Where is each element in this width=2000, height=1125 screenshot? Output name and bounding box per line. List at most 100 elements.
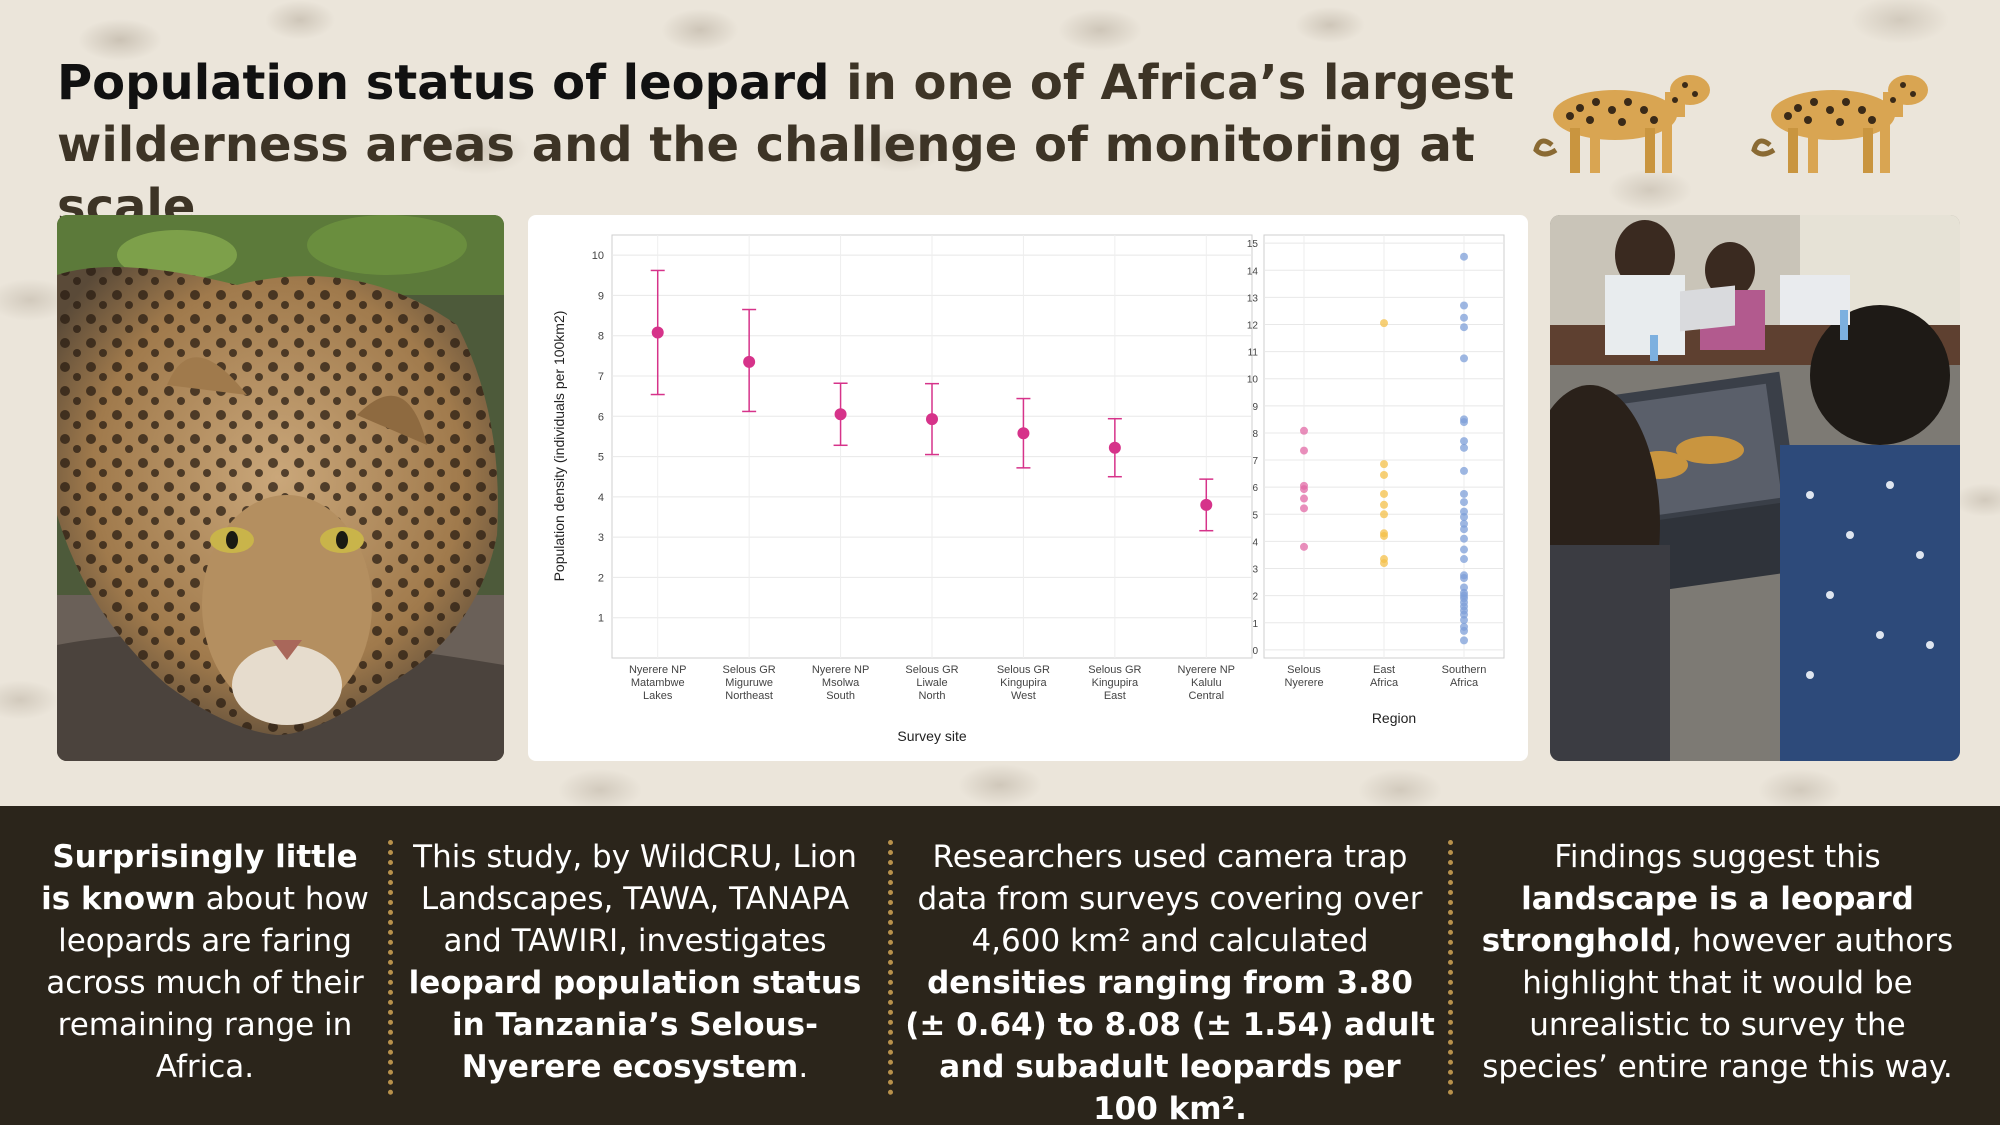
leopard-right-icon [1751, 75, 1928, 173]
density-point [651, 326, 664, 339]
y-tick-label: 2 [1252, 592, 1258, 603]
x-tick-label: Nyerere NP [1178, 664, 1235, 676]
summary-text-segment: . [798, 1049, 809, 1085]
y-tick-label: 14 [1247, 266, 1259, 277]
y-tick-label: 0 [1252, 646, 1258, 657]
summary-text-segment: , however authors highlight that it woul… [1482, 923, 1954, 1085]
region-x-axis-label: Region [1372, 710, 1416, 726]
region-point [1300, 542, 1308, 551]
title-line2: wilderness areas and the challenge of mo… [57, 117, 1475, 235]
summary-column-1: Surprisingly little is known about how l… [40, 836, 370, 1096]
x-tick-label: Nyerere [1284, 677, 1323, 689]
density-point [1017, 427, 1030, 440]
region-point [1460, 323, 1468, 332]
region-point [1460, 534, 1468, 543]
region-point [1380, 500, 1388, 509]
x-tick-label: Miguruwe [725, 677, 773, 689]
x-tick-label: Selous GR [723, 664, 776, 676]
x-tick-label: South [826, 690, 855, 702]
x-tick-label: Liwale [916, 677, 947, 689]
x-tick-label: Selous GR [997, 664, 1050, 676]
region-point [1380, 319, 1388, 328]
region-point [1460, 466, 1468, 475]
y-tick-label: 6 [598, 411, 604, 423]
region-point [1460, 437, 1468, 446]
density-point [1108, 441, 1121, 454]
y-tick-label: 11 [1248, 348, 1259, 359]
site-y-ticks: 1 2 3 4 5 6 7 8 9 10 [592, 250, 604, 625]
region-point [1300, 504, 1308, 513]
leopard-portrait-photo [57, 215, 504, 761]
region-point [1460, 626, 1468, 635]
x-tick-label: Nyerere NP [812, 664, 869, 676]
region-point [1380, 559, 1388, 568]
region-point [1460, 545, 1468, 554]
density-point [1200, 498, 1213, 511]
summary-text-segment: Findings suggest this [1554, 839, 1881, 875]
y-tick-label: 8 [598, 331, 604, 343]
x-tick-label: Selous GR [905, 664, 958, 676]
y-tick-label: 1 [1252, 619, 1258, 630]
y-tick-label: 5 [598, 452, 604, 464]
y-tick-label: 3 [1252, 565, 1258, 576]
researchers-with-laptops-photo [1550, 215, 1960, 761]
region-point [1380, 489, 1388, 498]
x-tick-label: Kalulu [1191, 677, 1222, 689]
region-point [1460, 616, 1468, 625]
column-divider [888, 840, 893, 1095]
y-tick-label: 4 [1252, 537, 1258, 548]
summary-column-2: This study, by WildCRU, Lion Landscapes,… [405, 836, 865, 1096]
region-point [1380, 531, 1388, 540]
x-tick-label: Southern [1442, 664, 1487, 676]
walking-leopards-illustration [1533, 75, 1928, 173]
summary-text-segment: densities ranging from 3.80 (± 0.64) to … [905, 965, 1435, 1125]
summary-text-segment: leopard population status in Tanzania’s … [408, 965, 862, 1085]
summary-band: Surprisingly little is known about how l… [0, 806, 2000, 1125]
summary-text-segment: This study, by WildCRU, Lion Landscapes,… [413, 839, 857, 959]
x-tick-label: East [1373, 664, 1395, 676]
y-tick-label: 6 [1252, 483, 1258, 494]
y-tick-label: 7 [1252, 456, 1258, 467]
x-tick-label: Selous [1287, 664, 1321, 676]
y-tick-label: 1 [598, 613, 604, 625]
density-point [834, 408, 847, 421]
density-point [743, 355, 756, 368]
x-tick-label: Lakes [643, 690, 673, 702]
x-tick-label: Kingupira [1092, 677, 1139, 689]
y-tick-label: 2 [598, 572, 604, 584]
x-tick-label: North [919, 690, 946, 702]
summary-text-segment: about how leopards are faring across muc… [46, 881, 369, 1085]
title-bold: Population status of leopard [57, 55, 830, 111]
y-tick-label: 5 [1252, 510, 1258, 521]
y-tick-label: 10 [592, 250, 604, 262]
chart-card: 1 2 3 4 5 6 7 8 9 10 0 1 2 3 4 5 6 7 8 9 10 11 12 13 14 15 Nyere… [528, 215, 1528, 761]
x-tick-label: West [1011, 690, 1036, 702]
x-tick-label: East [1104, 690, 1126, 702]
summary-text-segment: Researchers used camera trap data from s… [917, 839, 1423, 959]
y-tick-label: 15 [1247, 239, 1259, 250]
y-tick-label: 9 [598, 290, 604, 302]
y-axis-label: Population density (individuals per 100k… [551, 311, 567, 582]
region-point [1300, 426, 1308, 435]
y-tick-label: 4 [598, 492, 604, 504]
region-point [1460, 252, 1468, 261]
y-tick-label: 9 [1252, 402, 1258, 413]
y-tick-label: 8 [1252, 429, 1258, 440]
y-tick-label: 7 [598, 371, 604, 383]
region-point [1380, 460, 1388, 469]
region-point [1460, 555, 1468, 564]
y-tick-label: 10 [1247, 375, 1259, 386]
region-point [1300, 485, 1308, 494]
x-tick-label: Northeast [725, 690, 773, 702]
x-tick-label: Africa [1450, 677, 1479, 689]
title-rest: in one of Africa’s largest [829, 55, 1514, 111]
y-tick-label: 12 [1247, 320, 1259, 331]
region-point [1460, 525, 1468, 534]
y-tick-label: 3 [598, 532, 604, 544]
summary-column-4: Findings suggest this landscape is a leo… [1465, 836, 1970, 1096]
region-point [1460, 498, 1468, 507]
leopard-left-icon [1533, 75, 1710, 173]
